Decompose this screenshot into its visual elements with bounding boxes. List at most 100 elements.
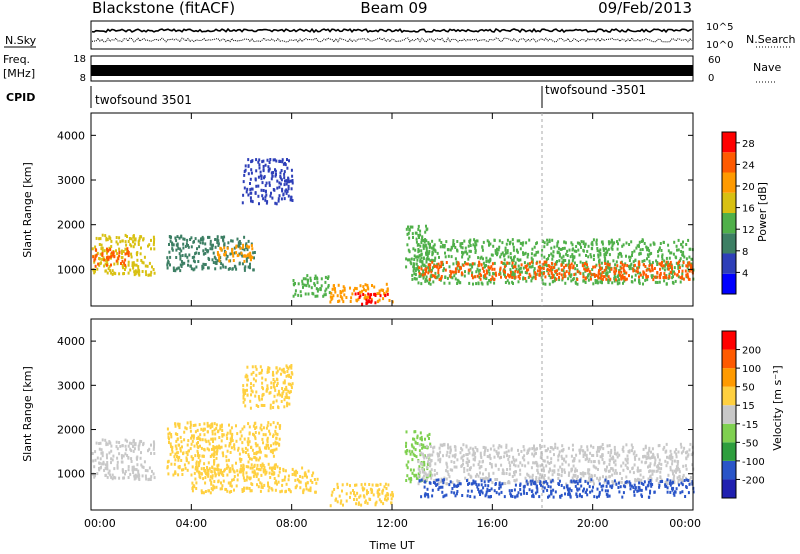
power-data-cell (661, 260, 663, 264)
power-data-cell (189, 264, 192, 268)
power-data-cell (494, 249, 497, 253)
velocity-data-cell (336, 482, 339, 486)
velocity-data-cell (260, 485, 263, 489)
velocity-data-cell (545, 449, 548, 453)
velocity-data-cell (272, 472, 275, 476)
velocity-data-cell (565, 482, 568, 486)
velocity-data-cell (673, 474, 676, 478)
velocity-data-cell (235, 461, 237, 465)
power-data-cell (681, 269, 684, 273)
velocity-data-cell (500, 490, 503, 494)
velocity-data-cell (290, 364, 293, 367)
power-data-cell (560, 263, 563, 267)
velocity-data-cell (192, 435, 195, 438)
power-data-cell (556, 244, 559, 248)
power-data-cell (450, 255, 453, 259)
velocity-data-cell (685, 451, 687, 455)
velocity-data-cell (414, 448, 417, 452)
power-data-cell (235, 251, 238, 255)
velocity-data-cell (210, 437, 213, 441)
power-data-cell (582, 242, 585, 245)
power-data-cell (327, 275, 330, 279)
power-data-cell (619, 251, 621, 255)
power-data-cell (110, 263, 112, 267)
velocity-data-cell (169, 442, 172, 446)
velocity-data-cell (216, 430, 219, 434)
power-data-cell (488, 279, 491, 282)
power-data-cell (133, 263, 136, 267)
power-data-cell (603, 255, 606, 259)
power-data-cell (304, 277, 307, 281)
velocity-data-cell (257, 467, 260, 471)
velocity-data-cell (604, 489, 607, 493)
power-data-cell (531, 261, 534, 265)
velocity-data-cell (588, 472, 591, 476)
power-data-cell (113, 262, 116, 266)
velocity-data-cell (508, 472, 511, 476)
velocity-data-cell (105, 453, 108, 457)
power-data-cell (504, 248, 507, 252)
velocity-data-cell (103, 468, 106, 472)
velocity-data-cell (421, 462, 424, 466)
velocity-data-cell (267, 370, 270, 374)
velocity-data-cell (677, 479, 680, 482)
power-data-cell (179, 254, 182, 258)
power-data-cell (682, 277, 685, 281)
velocity-data-cell (612, 468, 615, 472)
power-data-cell (95, 236, 98, 240)
velocity-data-cell (571, 459, 574, 463)
velocity-data-cell (230, 439, 232, 443)
velocity-data-cell (210, 480, 213, 484)
velocity-data-cell (674, 490, 676, 494)
velocity-data-cell (278, 392, 280, 395)
velocity-data-cell (582, 489, 584, 493)
velocity-data-cell (472, 450, 475, 454)
power-data-cell (337, 300, 340, 303)
power-data-cell (450, 271, 453, 275)
velocity-data-cell (274, 481, 277, 485)
power-data-cell (241, 262, 244, 266)
power-data-cell (126, 247, 129, 251)
velocity-data-cell (204, 469, 206, 472)
power-data-cell (132, 266, 135, 270)
power-data-cell (96, 267, 99, 271)
velocity-data-cell (553, 453, 555, 457)
velocity-data-cell (417, 467, 420, 471)
velocity-data-cell (145, 477, 148, 481)
velocity-data-cell (213, 462, 216, 466)
velocity-data-cell (147, 449, 149, 453)
power-data-cell (600, 280, 603, 284)
power-data-cell (122, 250, 125, 253)
power-data-cell (636, 266, 639, 270)
velocity-data-cell (493, 455, 496, 459)
velocity-data-cell (614, 459, 617, 463)
power-data-cell (377, 299, 380, 303)
power-data-cell (212, 243, 214, 247)
power-data-cell (568, 270, 571, 274)
velocity-data-cell (124, 444, 127, 448)
freq-tick-low: 8 (80, 73, 86, 84)
velocity-data-cell (260, 473, 263, 477)
velocity-data-cell (259, 426, 262, 430)
velocity-data-cell (586, 445, 589, 449)
velocity-data-cell (366, 501, 369, 505)
velocity-data-cell (288, 391, 291, 395)
velocity-data-cell (601, 443, 604, 446)
power-data-cell (281, 189, 284, 193)
velocity-data-cell (198, 474, 201, 478)
power-data-cell (556, 260, 558, 263)
velocity-data-cell (496, 452, 499, 456)
velocity-data-cell (288, 402, 291, 406)
power-data-cell (223, 235, 226, 239)
velocity-data-cell (511, 460, 513, 464)
velocity-data-cell (222, 479, 225, 483)
power-data-cell (509, 270, 512, 274)
power-data-cell (427, 257, 430, 261)
velocity-data-cell (142, 441, 145, 445)
velocity-data-cell (214, 432, 217, 436)
velocity-data-cell (274, 488, 277, 492)
power-data-cell (405, 257, 408, 261)
power-data-cell (504, 246, 507, 250)
velocity-data-cell (551, 478, 554, 482)
